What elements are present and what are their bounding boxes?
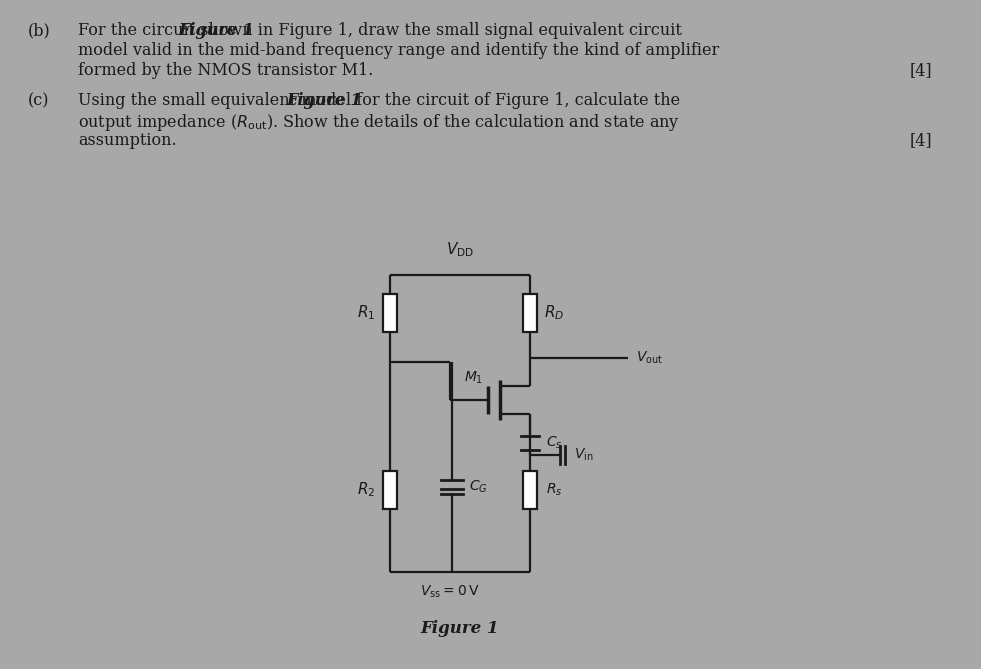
Text: Figure 1: Figure 1 [286, 92, 362, 109]
Text: $C_G$: $C_G$ [469, 479, 488, 495]
Text: assumption.: assumption. [78, 132, 177, 149]
Text: For the circuit shown in Figure 1, draw the small signal equivalent circuit: For the circuit shown in Figure 1, draw … [78, 22, 682, 39]
Text: Figure 1: Figure 1 [421, 620, 499, 637]
Text: (c): (c) [28, 92, 49, 109]
Text: $V_{\mathrm{DD}}$: $V_{\mathrm{DD}}$ [446, 240, 474, 259]
Text: output impedance ($R_{\mathrm{out}}$). Show the details of the calculation and s: output impedance ($R_{\mathrm{out}}$). S… [78, 112, 680, 133]
Bar [523, 471, 537, 509]
Text: $R_D$: $R_D$ [543, 304, 564, 322]
Bar [383, 471, 397, 509]
Text: $M_1$: $M_1$ [464, 370, 484, 386]
Text: [4]: [4] [910, 62, 933, 79]
Text: $V_{\mathrm{out}}$: $V_{\mathrm{out}}$ [636, 350, 663, 366]
Text: model valid in the mid-band frequency range and identify the kind of amplifier: model valid in the mid-band frequency ra… [78, 42, 719, 59]
Bar [523, 294, 537, 332]
Text: Figure 1: Figure 1 [178, 22, 254, 39]
Text: (b): (b) [28, 22, 51, 39]
Text: $R_1$: $R_1$ [357, 304, 375, 322]
Text: Using the small equivalent model for the circuit of Figure 1, calculate the: Using the small equivalent model for the… [78, 92, 680, 109]
Text: $C_s$: $C_s$ [546, 435, 562, 451]
Text: [4]: [4] [910, 132, 933, 149]
Text: $V_{\mathrm{ss}}=0\,\mathrm{V}$: $V_{\mathrm{ss}}=0\,\mathrm{V}$ [420, 584, 480, 600]
Text: formed by the NMOS transistor M1.: formed by the NMOS transistor M1. [78, 62, 374, 79]
Text: $V_{\mathrm{in}}$: $V_{\mathrm{in}}$ [574, 447, 594, 463]
Text: $R_s$: $R_s$ [545, 482, 562, 498]
Bar [383, 294, 397, 332]
Text: $R_2$: $R_2$ [357, 480, 375, 499]
